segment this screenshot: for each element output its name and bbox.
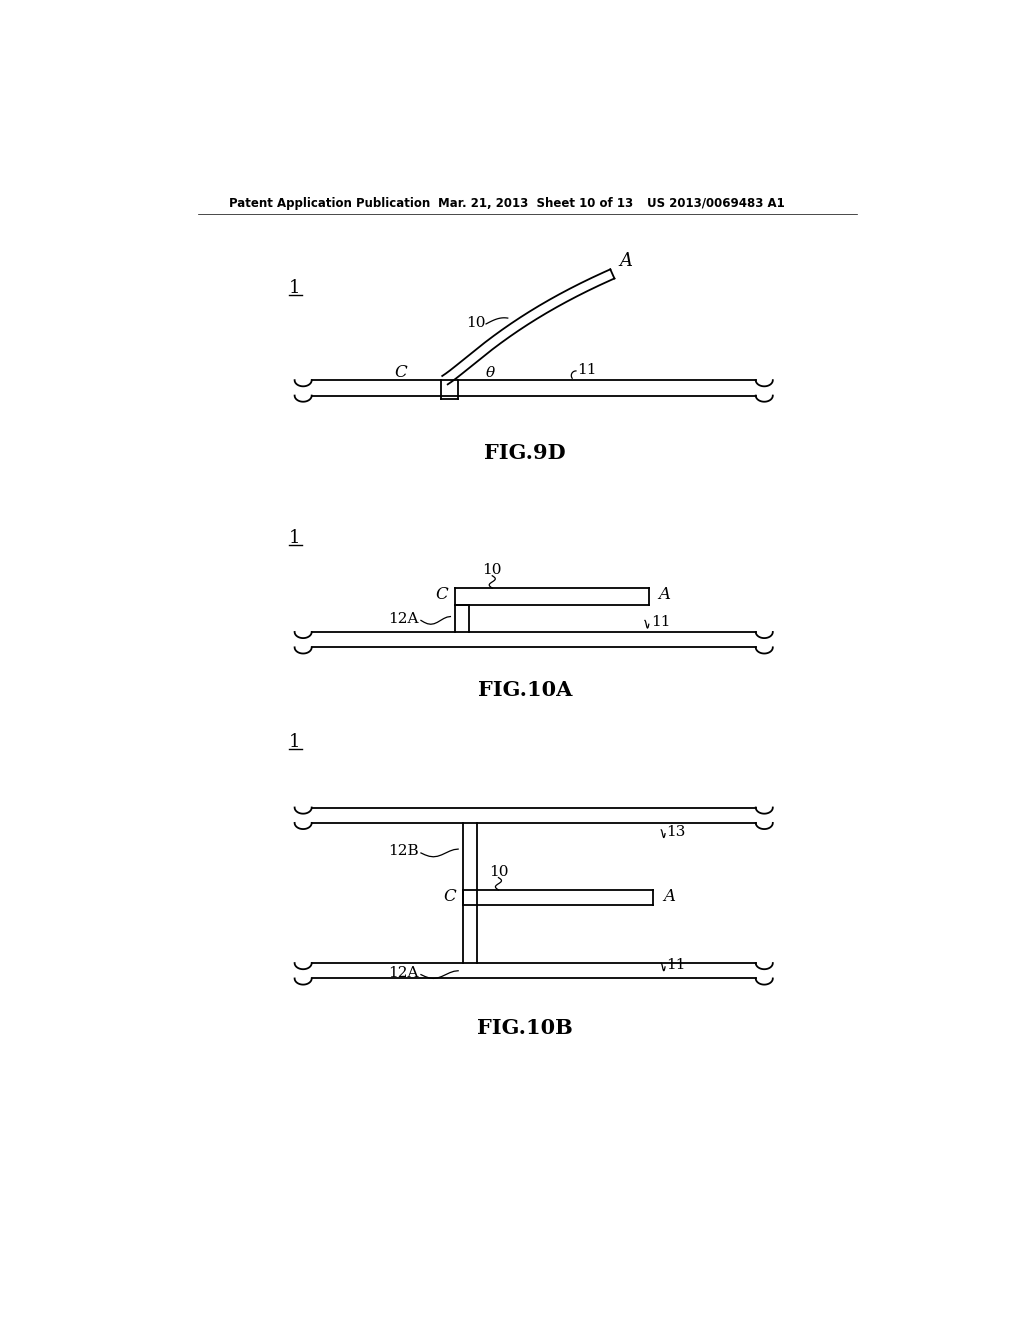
Text: FIG.9D: FIG.9D — [484, 442, 565, 462]
Text: C: C — [394, 364, 408, 381]
Text: A: A — [663, 887, 675, 904]
Text: FIG.10B: FIG.10B — [477, 1019, 572, 1039]
Text: 1: 1 — [289, 733, 300, 751]
Text: 11: 11 — [651, 615, 671, 628]
Text: FIG.10A: FIG.10A — [477, 680, 572, 700]
Text: 1: 1 — [289, 529, 300, 546]
Text: θ: θ — [485, 366, 495, 380]
Text: 12B: 12B — [388, 845, 419, 858]
Text: Patent Application Publication: Patent Application Publication — [228, 197, 430, 210]
Text: C: C — [443, 887, 456, 904]
Text: Mar. 21, 2013  Sheet 10 of 13: Mar. 21, 2013 Sheet 10 of 13 — [438, 197, 633, 210]
Text: 11: 11 — [667, 958, 686, 973]
Text: A: A — [658, 586, 671, 603]
Text: 11: 11 — [578, 363, 597, 378]
Text: 12A: 12A — [388, 966, 419, 979]
Text: 12A: 12A — [388, 612, 419, 626]
Text: 10: 10 — [488, 865, 508, 879]
Text: 10: 10 — [467, 317, 486, 330]
Text: C: C — [435, 586, 449, 603]
Text: US 2013/0069483 A1: US 2013/0069483 A1 — [647, 197, 785, 210]
Text: A: A — [620, 252, 633, 269]
Text: 13: 13 — [667, 825, 686, 840]
Text: 1: 1 — [289, 279, 300, 297]
Text: 10: 10 — [482, 564, 502, 577]
